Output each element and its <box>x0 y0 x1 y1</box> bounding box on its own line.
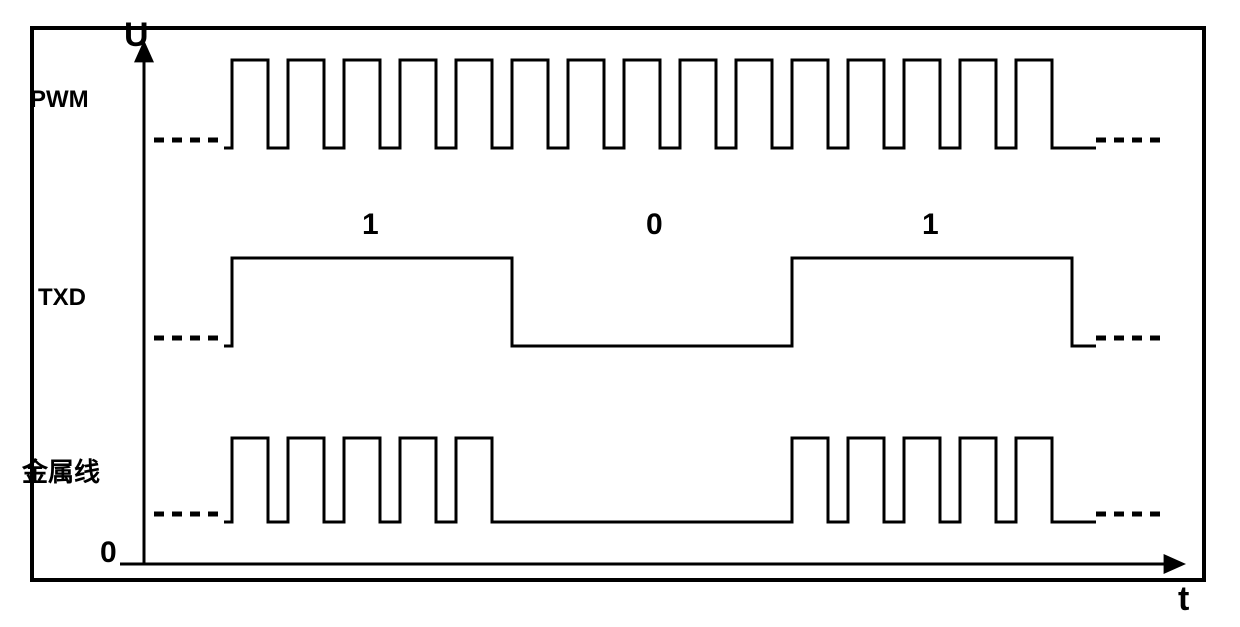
timing-plot <box>0 0 1240 627</box>
